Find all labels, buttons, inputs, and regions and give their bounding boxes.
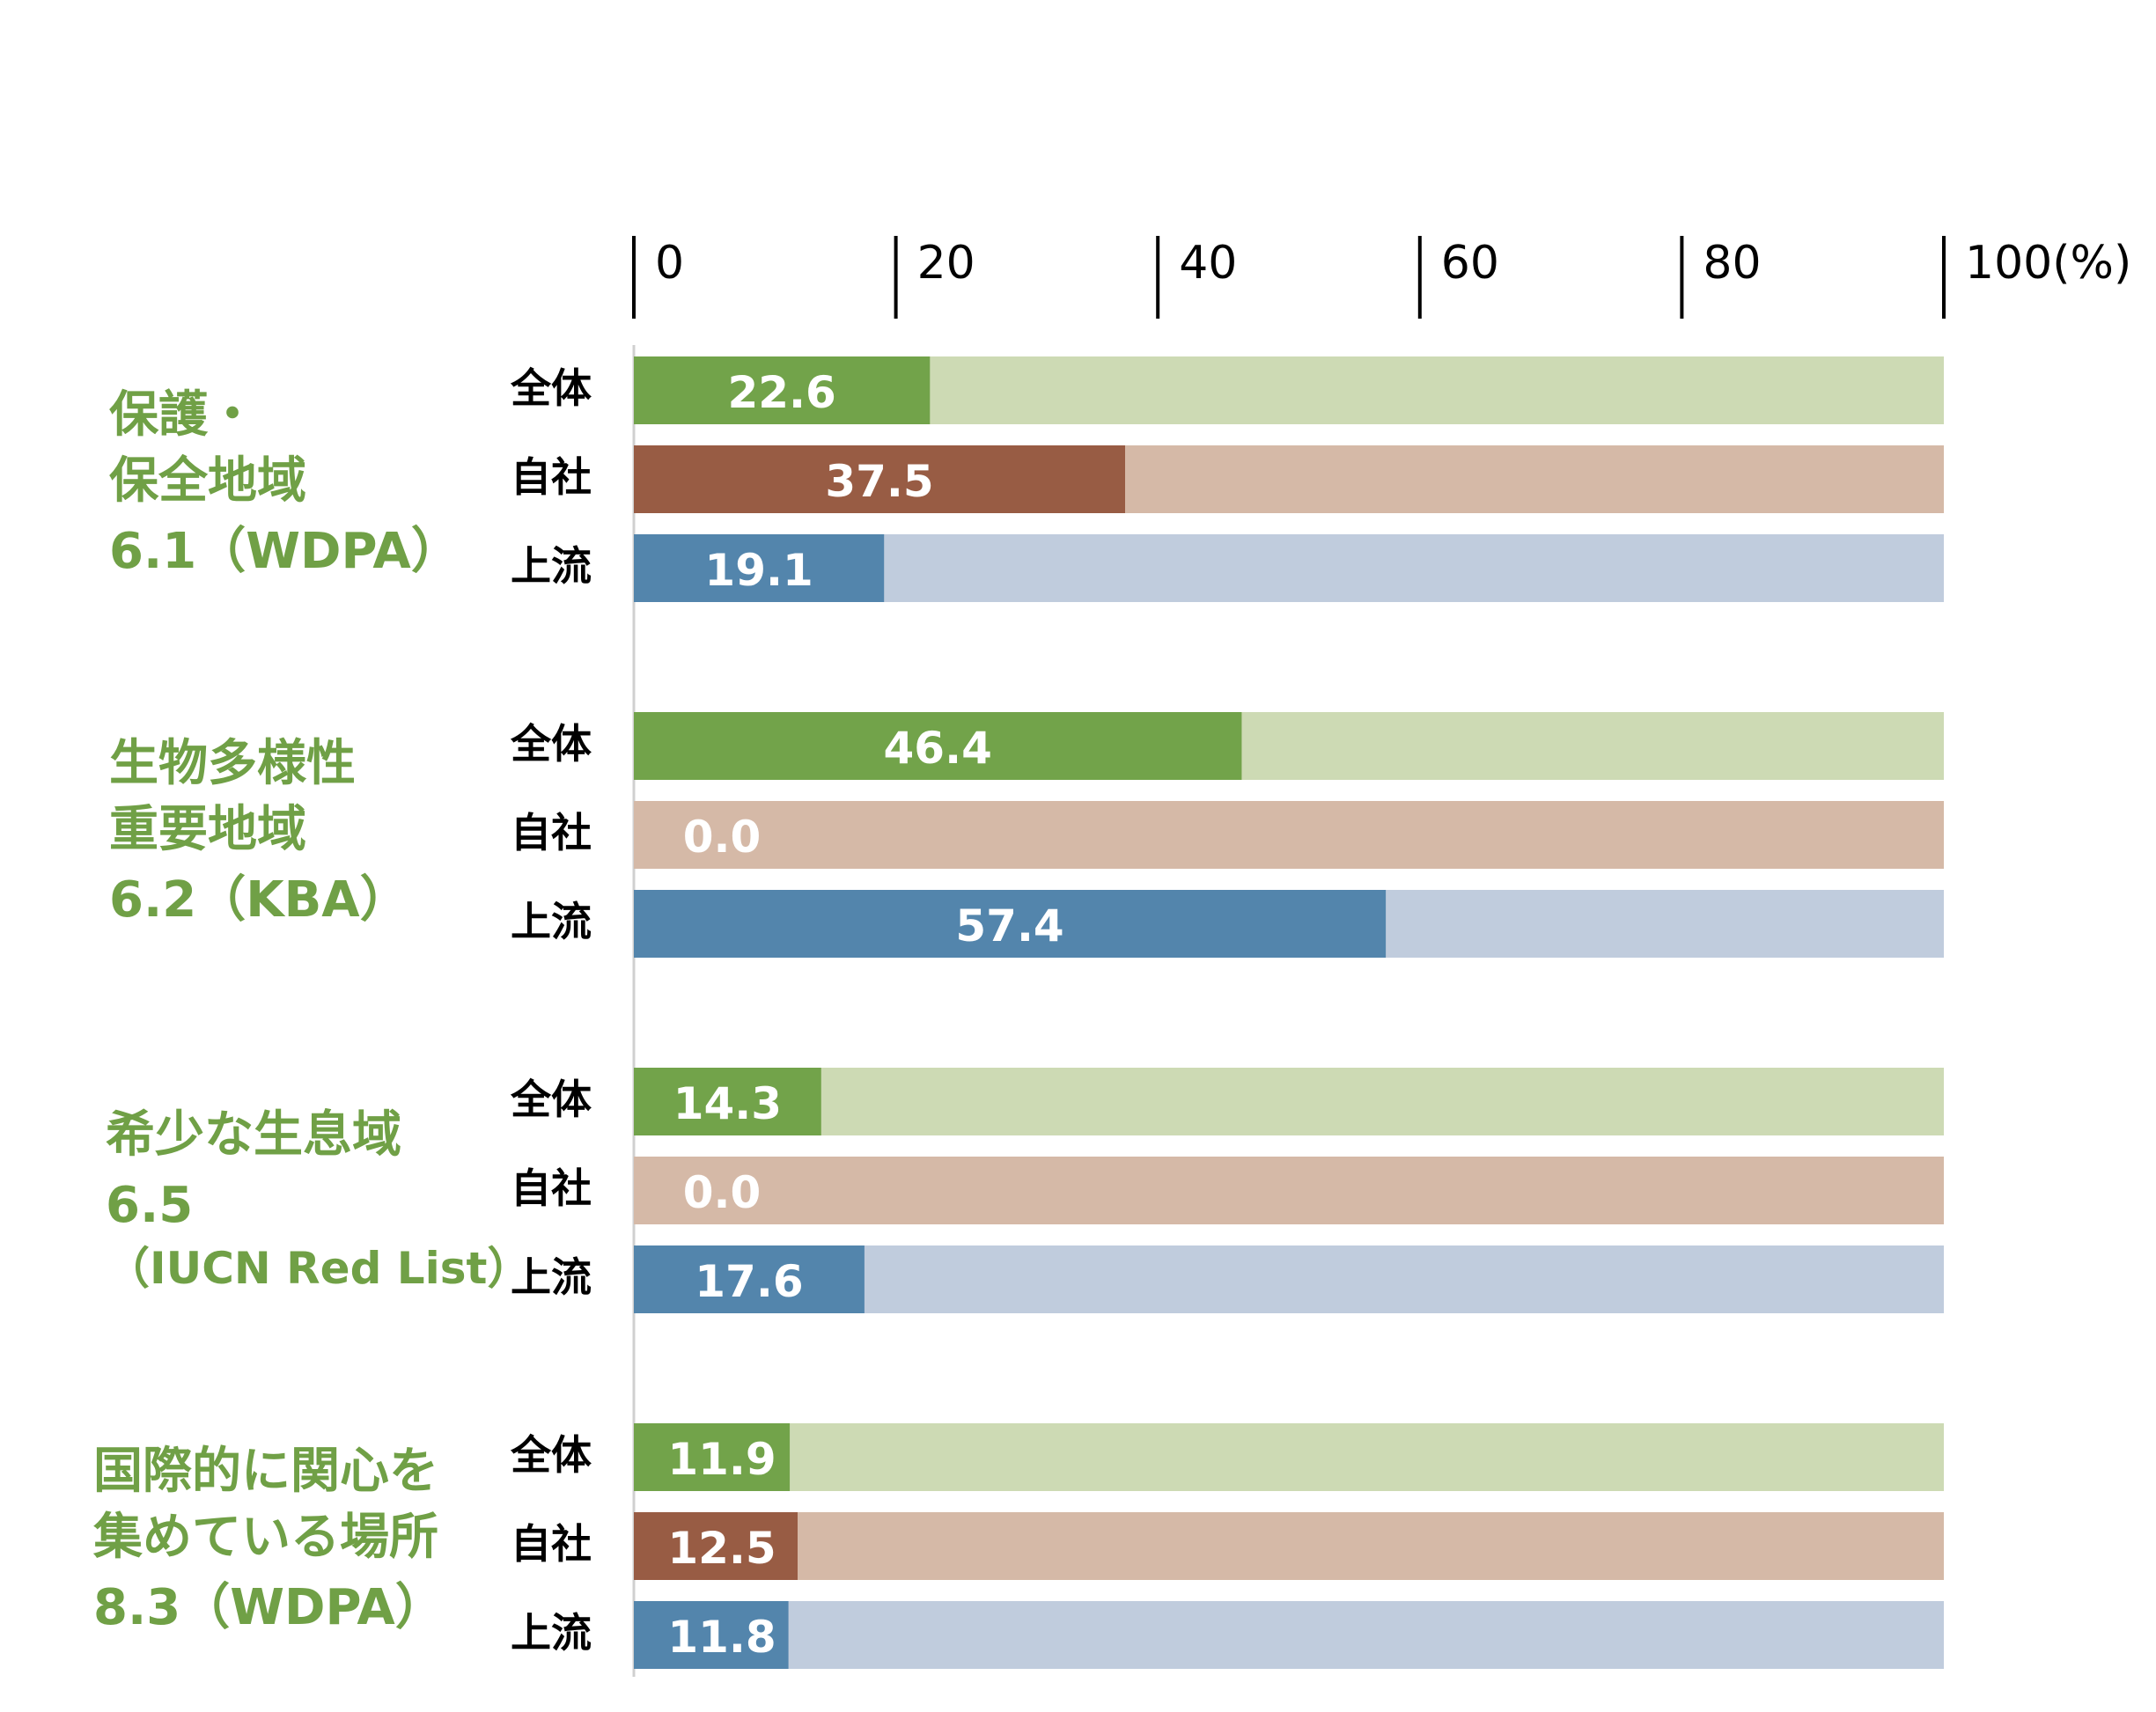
row-label: 全体 (510, 720, 592, 768)
group-label-line: 国際的に関心を (93, 1443, 438, 1500)
data-label: 46.4 (884, 723, 992, 774)
group-label-line: （IUCN Red List） (106, 1243, 531, 1294)
bar-remainder (634, 1423, 1944, 1491)
data-label: 22.6 (727, 367, 835, 418)
row-label: 上流 (511, 1609, 592, 1657)
x-tick-label: 80 (1703, 237, 1761, 290)
bar-value (634, 1423, 791, 1491)
group-label-line: 6.1（WDPA） (109, 523, 460, 580)
bar-remainder (634, 801, 1944, 869)
data-label: 11.9 (667, 1434, 776, 1485)
row-label: 全体 (510, 1076, 592, 1123)
row-label: 自社 (511, 1165, 592, 1212)
data-label: 37.5 (825, 456, 933, 507)
data-label: 11.8 (667, 1612, 776, 1663)
group-label-line: 生物多様性 (109, 735, 356, 792)
data-label: 0.0 (683, 1167, 762, 1218)
row-label: 自社 (511, 1520, 592, 1568)
x-tick-label: 40 (1179, 237, 1237, 290)
group-label-line: 8.3（WDPA） (93, 1579, 445, 1636)
group-label-line: 保護・ (109, 386, 257, 444)
row-label: 全体 (510, 1431, 592, 1479)
group-label-line: 保全地域 (109, 452, 306, 510)
bar-value (634, 534, 885, 602)
row-label: 全体 (510, 364, 592, 412)
bar-value (634, 1245, 865, 1313)
data-label: 57.4 (955, 900, 1063, 952)
bar-value (634, 1601, 789, 1669)
row-label: 上流 (511, 542, 592, 590)
bar-value (634, 445, 1125, 513)
data-label: 17.6 (695, 1256, 803, 1307)
x-tick-label: 20 (917, 237, 975, 290)
x-tick-label: 0 (655, 237, 684, 290)
group-label-line: 集めている場所 (92, 1509, 438, 1566)
row-label: 上流 (511, 1253, 592, 1301)
group-label-line: 希少な生息域 (106, 1106, 401, 1164)
group-label-line: 重要地域 (109, 801, 306, 858)
data-label: 19.1 (704, 545, 813, 596)
x-tick-label: 60 (1441, 237, 1499, 290)
bar-remainder (634, 1601, 1944, 1669)
data-label: 12.5 (667, 1523, 776, 1574)
bar-value (634, 1512, 798, 1580)
bar-value (634, 712, 1242, 780)
bar-value (634, 356, 931, 424)
bar-remainder (634, 1157, 1944, 1224)
bar-remainder (634, 1512, 1944, 1580)
row-label: 自社 (511, 809, 592, 856)
row-label: 上流 (511, 898, 592, 945)
group-label-line: 6.5 (106, 1177, 193, 1234)
group-label-line: 6.2（KBA） (109, 871, 409, 929)
bar-value (634, 890, 1387, 958)
bar-value (634, 1068, 821, 1135)
bar-remainder (634, 1068, 1944, 1135)
data-label: 0.0 (683, 812, 762, 863)
data-label: 14.3 (673, 1078, 782, 1129)
row-label: 自社 (511, 453, 592, 501)
x-tick-label: 100(%) (1965, 237, 2131, 290)
